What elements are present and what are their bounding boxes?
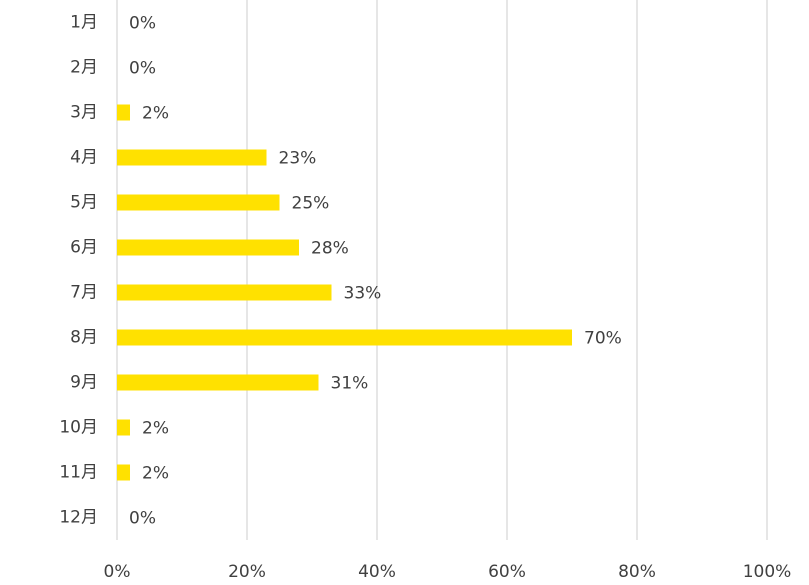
x-tick-label: 0%	[104, 562, 131, 582]
y-tick-label: 1月	[70, 13, 98, 33]
y-tick-label: 5月	[70, 193, 98, 213]
value-label: 0%	[129, 14, 156, 34]
x-tick-label: 80%	[618, 562, 656, 582]
value-label: 33%	[344, 284, 382, 304]
value-label: 0%	[129, 59, 156, 79]
y-tick-label: 12月	[59, 508, 98, 528]
value-label: 2%	[142, 104, 169, 124]
x-tick-label: 100%	[743, 562, 792, 582]
y-tick-label: 2月	[70, 58, 98, 78]
value-label: 31%	[331, 374, 369, 394]
y-tick-label: 8月	[70, 328, 98, 348]
bar	[117, 194, 280, 211]
x-tick-label: 40%	[358, 562, 396, 582]
y-tick-label: 11月	[59, 463, 98, 483]
value-label: 23%	[279, 149, 317, 169]
value-label: 2%	[142, 464, 169, 484]
value-label: 28%	[311, 239, 349, 259]
bar	[117, 464, 130, 481]
bar	[117, 284, 332, 301]
y-tick-label: 7月	[70, 283, 98, 303]
y-tick-label: 10月	[59, 418, 98, 438]
y-tick-label: 9月	[70, 373, 98, 393]
bar	[117, 149, 267, 166]
bar	[117, 419, 130, 436]
value-label: 2%	[142, 419, 169, 439]
value-label: 25%	[292, 194, 330, 214]
x-tick-label: 60%	[488, 562, 526, 582]
y-tick-label: 3月	[70, 103, 98, 123]
bar	[117, 329, 572, 346]
bar	[117, 239, 299, 256]
y-tick-label: 6月	[70, 238, 98, 258]
x-tick-label: 20%	[228, 562, 266, 582]
bar	[117, 374, 319, 391]
value-label: 70%	[584, 329, 622, 349]
bar	[117, 104, 130, 121]
value-label: 0%	[129, 509, 156, 529]
y-tick-label: 4月	[70, 148, 98, 168]
